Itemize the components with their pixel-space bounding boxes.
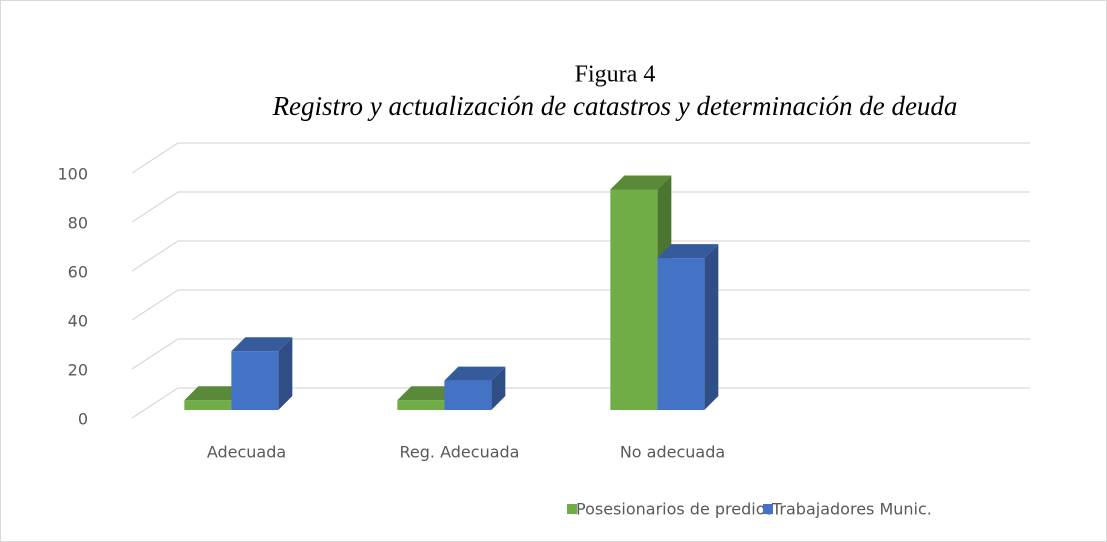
x-tick-label: No adecuada <box>620 443 725 462</box>
bar-front <box>231 351 279 410</box>
bar-side <box>491 366 506 410</box>
bar-front <box>184 400 232 410</box>
grid-line <box>131 142 1030 174</box>
y-tick-label: 80 <box>68 214 88 233</box>
bar-top <box>184 386 246 401</box>
y-tick-label: 0 <box>78 410 88 429</box>
y-tick-label: 60 <box>68 263 88 282</box>
grid-line <box>131 338 1030 370</box>
x-tick-label: Reg. Adecuada <box>400 443 520 462</box>
grid-line <box>131 387 1030 419</box>
bar-top <box>231 337 293 352</box>
bar-front <box>397 400 445 410</box>
y-tick-label: 20 <box>68 361 88 380</box>
y-tick-label: 100 <box>57 165 88 184</box>
legend-swatch <box>567 504 577 514</box>
grid-line <box>131 240 1030 272</box>
chart-title: Figura 4 <box>575 62 656 88</box>
bar <box>444 366 506 410</box>
legend-swatch <box>763 504 773 514</box>
bar-top <box>610 175 672 190</box>
x-tick-label: Adecuada <box>207 443 286 462</box>
grid-line <box>131 289 1030 321</box>
grid-line <box>131 191 1030 223</box>
bar <box>657 244 719 410</box>
legend-label: Posesionarios de predios <box>576 500 774 519</box>
chart-subtitle: Registro y actualización de catastros y … <box>272 91 958 121</box>
y-tick-label: 40 <box>68 312 88 331</box>
legend-label: Trabajadores Munic. <box>771 500 932 519</box>
bar-top <box>397 386 459 401</box>
bar-front <box>657 258 705 410</box>
bar-side <box>278 337 293 410</box>
bar-top <box>444 366 506 381</box>
bar-top <box>657 244 719 259</box>
bar-front <box>444 380 492 410</box>
bar-front <box>610 189 658 410</box>
bar-side <box>704 244 719 410</box>
bar <box>231 337 293 410</box>
